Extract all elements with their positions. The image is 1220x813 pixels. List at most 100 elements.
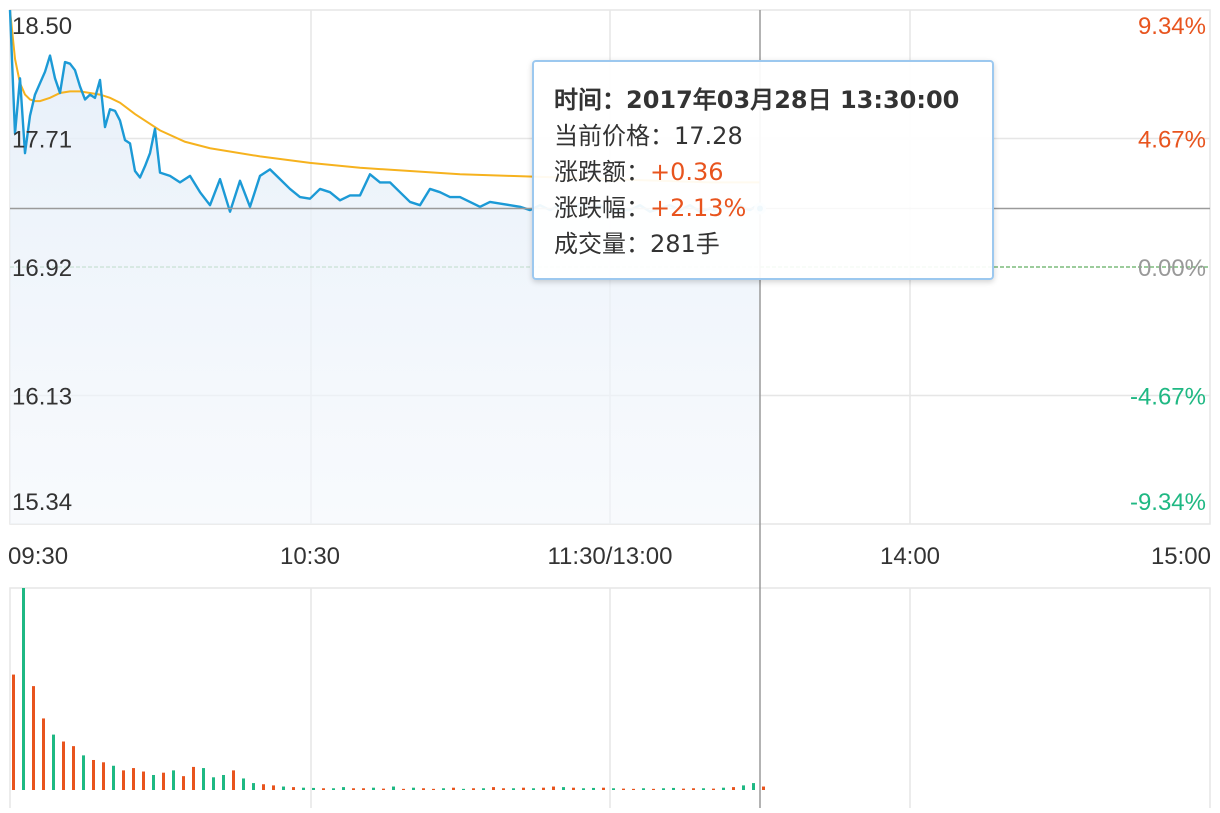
volume-bar — [42, 718, 45, 790]
volume-bar — [262, 784, 265, 790]
volume-bar — [182, 776, 185, 790]
volume-bar — [82, 755, 85, 790]
volume-bar — [342, 787, 345, 790]
volume-bar — [682, 788, 685, 790]
axis-labels: 18.50 17.71 16.92 16.13 15.34 9.34% 4.67% 0.00%… — [8, 13, 1211, 570]
volume-bar — [482, 788, 485, 790]
volume-bar — [112, 765, 115, 790]
volume-bar — [102, 762, 105, 790]
volume-bar — [382, 788, 385, 790]
volume-bar — [632, 788, 635, 790]
tooltip-pct-value: +2.13% — [650, 194, 747, 222]
volume-bar — [12, 674, 15, 790]
volume-bar — [162, 772, 165, 790]
volume-bar — [92, 759, 95, 790]
volume-bar — [752, 783, 755, 790]
tooltip-change-value: +0.36 — [650, 158, 724, 186]
volume-bar — [362, 788, 365, 790]
volume-bar — [52, 734, 55, 790]
volume-bar — [302, 787, 305, 790]
volume-bar — [232, 770, 235, 790]
volume-bar — [412, 787, 415, 790]
y-right-tick-label: 4.67% — [1138, 127, 1206, 154]
volume-bar — [522, 787, 525, 790]
volume-bar — [722, 787, 725, 790]
volume-bar — [172, 770, 175, 790]
volume-panel — [9, 587, 1211, 813]
tooltip-volume-label: 成交量： — [554, 230, 650, 258]
volume-bar — [372, 787, 375, 790]
volume-bar — [272, 785, 275, 790]
y-left-tick-label: 18.50 — [12, 13, 72, 40]
volume-bar — [762, 786, 765, 790]
volume-bar — [512, 788, 515, 790]
volume-bar — [592, 787, 595, 790]
volume-bar — [672, 787, 675, 790]
x-tick-label: 11:30/13:00 — [547, 543, 672, 570]
volume-bar — [652, 788, 655, 790]
tooltip-time-value: 2017年03月28日 13:30:00 — [626, 86, 960, 114]
tooltip-change-label: 涨跌额： — [554, 158, 650, 186]
volume-bar — [122, 770, 125, 790]
data-tooltip: 时间：2017年03月28日 13:30:00 当前价格：17.28 涨跌额：+… — [532, 60, 994, 280]
y-right-tick-label: 9.34% — [1138, 13, 1206, 40]
volume-bar — [542, 787, 545, 790]
volume-bar — [332, 788, 335, 790]
volume-bar — [402, 788, 405, 790]
volume-bar — [452, 787, 455, 790]
y-right-tick-label: -9.34% — [1130, 489, 1206, 516]
volume-bar — [142, 771, 145, 790]
volume-bar — [692, 788, 695, 790]
price-area — [10, 10, 760, 524]
volume-bar — [392, 786, 395, 790]
volume-bar — [532, 788, 535, 790]
volume-bar — [462, 788, 465, 790]
tooltip-pct-label: 涨跌幅： — [554, 194, 650, 222]
volume-bar — [32, 686, 35, 790]
x-tick-label: 09:30 — [8, 543, 68, 570]
y-left-tick-label: 17.71 — [12, 127, 72, 154]
y-right-tick-label: 0.00% — [1138, 255, 1206, 282]
x-tick-label: 10:30 — [280, 543, 340, 570]
tooltip-time-row: 时间：2017年03月28日 13:30:00 — [554, 82, 992, 118]
volume-bar — [282, 786, 285, 790]
volume-bar — [72, 746, 75, 790]
volume-bar — [702, 788, 705, 790]
volume-bar — [582, 788, 585, 790]
x-tick-label: 15:00 — [1151, 543, 1211, 570]
tooltip-price-value: 17.28 — [674, 122, 743, 150]
volume-bar — [312, 787, 315, 790]
volume-bar — [22, 588, 25, 790]
tooltip-price-row: 当前价格：17.28 — [554, 118, 992, 154]
y-left-tick-label: 16.92 — [12, 255, 72, 282]
volume-bar — [422, 788, 425, 790]
volume-bar — [432, 788, 435, 790]
volume-bar — [642, 788, 645, 790]
volume-bar — [472, 788, 475, 790]
tooltip-pct-row: 涨跌幅：+2.13% — [554, 190, 992, 226]
y-left-tick-label: 16.13 — [12, 384, 72, 411]
y-right-tick-label: -4.67% — [1130, 384, 1206, 411]
volume-bar — [712, 788, 715, 790]
volume-bar — [742, 785, 745, 790]
tooltip-volume-value: 281手 — [650, 230, 720, 258]
volume-bar — [492, 787, 495, 790]
volume-bar — [352, 788, 355, 790]
volume-bar — [552, 786, 555, 790]
volume-bar — [572, 787, 575, 790]
volume-bar — [192, 766, 195, 790]
volume-bar — [442, 788, 445, 790]
volume-bar — [562, 787, 565, 790]
volume-bar — [612, 788, 615, 790]
volume-bar — [242, 778, 245, 790]
volume-bar — [662, 788, 665, 790]
tooltip-change-row: 涨跌额：+0.36 — [554, 154, 992, 190]
volume-bar — [62, 741, 65, 790]
volume-bar — [132, 768, 135, 790]
tooltip-price-label: 当前价格： — [554, 122, 674, 150]
volume-bar — [202, 768, 205, 790]
tooltip-time-label: 时间： — [554, 86, 626, 114]
volume-bar — [212, 777, 215, 790]
